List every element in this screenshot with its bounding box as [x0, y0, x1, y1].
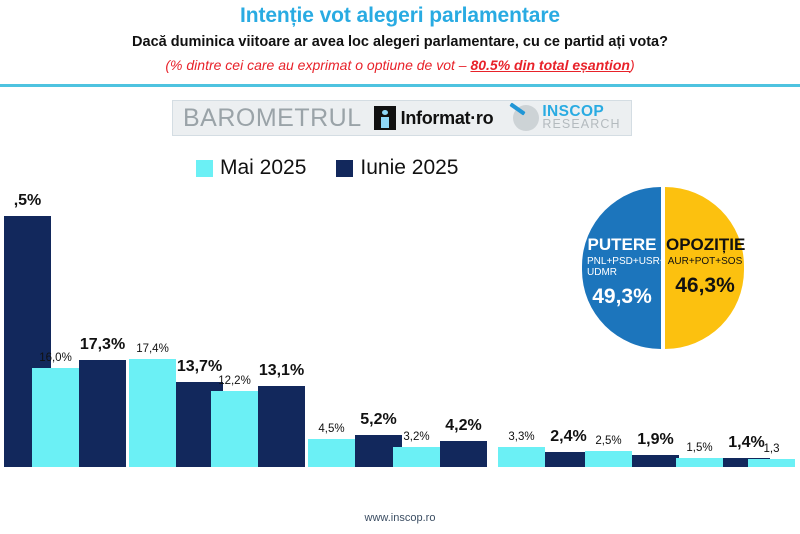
legend-label-iunie: Iunie 2025 [360, 156, 459, 179]
bar-altul-mai [748, 458, 795, 467]
bar-usr-iunie [258, 385, 305, 467]
pie-opozitie-subtitle: AUR+POT+SOS [667, 256, 743, 268]
inscop-research-label: RESEARCH [542, 117, 621, 132]
bar-value-sos-mai: 2,5% [595, 435, 622, 448]
informat-logo-icon [373, 106, 396, 130]
bar-pot-iunie [440, 440, 487, 467]
bar-value-pot-iunie: 4,2% [445, 416, 482, 434]
bar-pot-mai [393, 447, 440, 467]
bar-independent-mai [676, 457, 723, 467]
subnote-emphasis: 80.5% din total eșantion [470, 57, 630, 73]
footer-url: www.inscop.ro [364, 512, 436, 524]
brand-bar: BAROMETRUL Informat·ro INSCOP RESEARCH [172, 100, 632, 136]
pie-putere-value: 49,3% [592, 285, 652, 309]
page-subnote: (% dintre cei care au exprimat o optiune… [0, 57, 800, 73]
bar-value-sens-iunie: 2,4% [550, 428, 587, 446]
bar-value-psd-iunie: 13,7% [176, 357, 223, 375]
pie-label-opozitie: OPOZIȚIE AUR+POT+SOS 46,3% [666, 235, 746, 298]
brand-informat: Informat·ro [373, 106, 494, 130]
bar-value-aur-iunie: ,5% [13, 191, 42, 209]
page-title: Intenție vot alegeri parlamentare [240, 4, 560, 27]
bar-psd-mai [129, 359, 176, 467]
bar-sos-mai [585, 451, 632, 467]
inscop-wordmark: INSCOP RESEARCH [542, 103, 621, 132]
bar-value-psd-mai: 17,4% [136, 343, 169, 355]
legend-swatch-iunie [336, 159, 354, 177]
page-subtitle: Dacă duminica viitoare ar avea loc alege… [132, 34, 668, 50]
bar-value-sos-iunie: 1,9% [637, 431, 674, 449]
bar-value-pnl-mai: 16,0% [39, 351, 72, 364]
subnote-prefix: (% dintre cei care au exprimat o optiune… [165, 57, 471, 73]
bar-value-udmr-iunie: 5,2% [360, 410, 397, 428]
bar-pnl-iunie [79, 359, 126, 467]
legend-item-mai: Mai 2025 [196, 156, 306, 180]
bar-value-usr-mai: 12,2% [218, 375, 251, 388]
legend-label-mai: Mai 2025 [220, 156, 307, 179]
bar-udmr-mai [308, 439, 355, 467]
bar-value-pnl-iunie: 17,3% [79, 335, 126, 353]
subnote-suffix: ) [629, 57, 635, 73]
brand-informat-label: Informat·ro [400, 107, 494, 128]
bar-value-sens-mai: 3,3% [508, 430, 535, 443]
inscop-logo-icon [513, 105, 540, 131]
bar-independent-iunie [723, 458, 770, 467]
bar-value-independent-mai: 1,5% [686, 441, 713, 454]
brand-barometrul-label: BAROMETRUL [183, 103, 362, 132]
pie-opozitie-name: OPOZIȚIE [666, 235, 746, 254]
bar-value-altul-mai: 1,3 [763, 442, 780, 455]
bar-value-usr-iunie: 13,1% [258, 361, 305, 379]
header-divider [0, 84, 800, 87]
bar-value-pot-mai: 3,2% [403, 431, 430, 444]
bar-value-independent-iunie: 1,4% [728, 434, 765, 452]
chart-legend: Mai 2025 Iunie 2025 [196, 156, 458, 180]
bar-usr-mai [211, 391, 258, 467]
bar-sos-iunie [632, 455, 679, 467]
inscop-name-label: INSCOP [542, 103, 605, 121]
pie-putere-subtitle: PNL+PSD+USR+ UDMR [587, 256, 666, 279]
bar-sens-iunie [545, 452, 592, 467]
bar-value-udmr-mai: 4,5% [318, 423, 345, 436]
bar-chart: ,5% 16,0% 17,3% 17,4% 13,7% 12,2% 13,1% 4,5% 5,2… [0, 140, 800, 470]
bar-sens-mai [498, 446, 545, 467]
pie-opozitie-value: 46,3% [675, 274, 735, 298]
bar-pnl-mai [32, 367, 79, 467]
pie-label-putere: PUTERE PNL+PSD+USR+ UDMR 49,3% [583, 235, 666, 309]
power-opposition-pie [582, 187, 744, 349]
pie-putere-name: PUTERE [587, 235, 657, 254]
legend-item-iunie: Iunie 2025 [336, 156, 458, 180]
legend-swatch-mai [196, 159, 213, 177]
brand-inscop: INSCOP RESEARCH [513, 103, 621, 132]
